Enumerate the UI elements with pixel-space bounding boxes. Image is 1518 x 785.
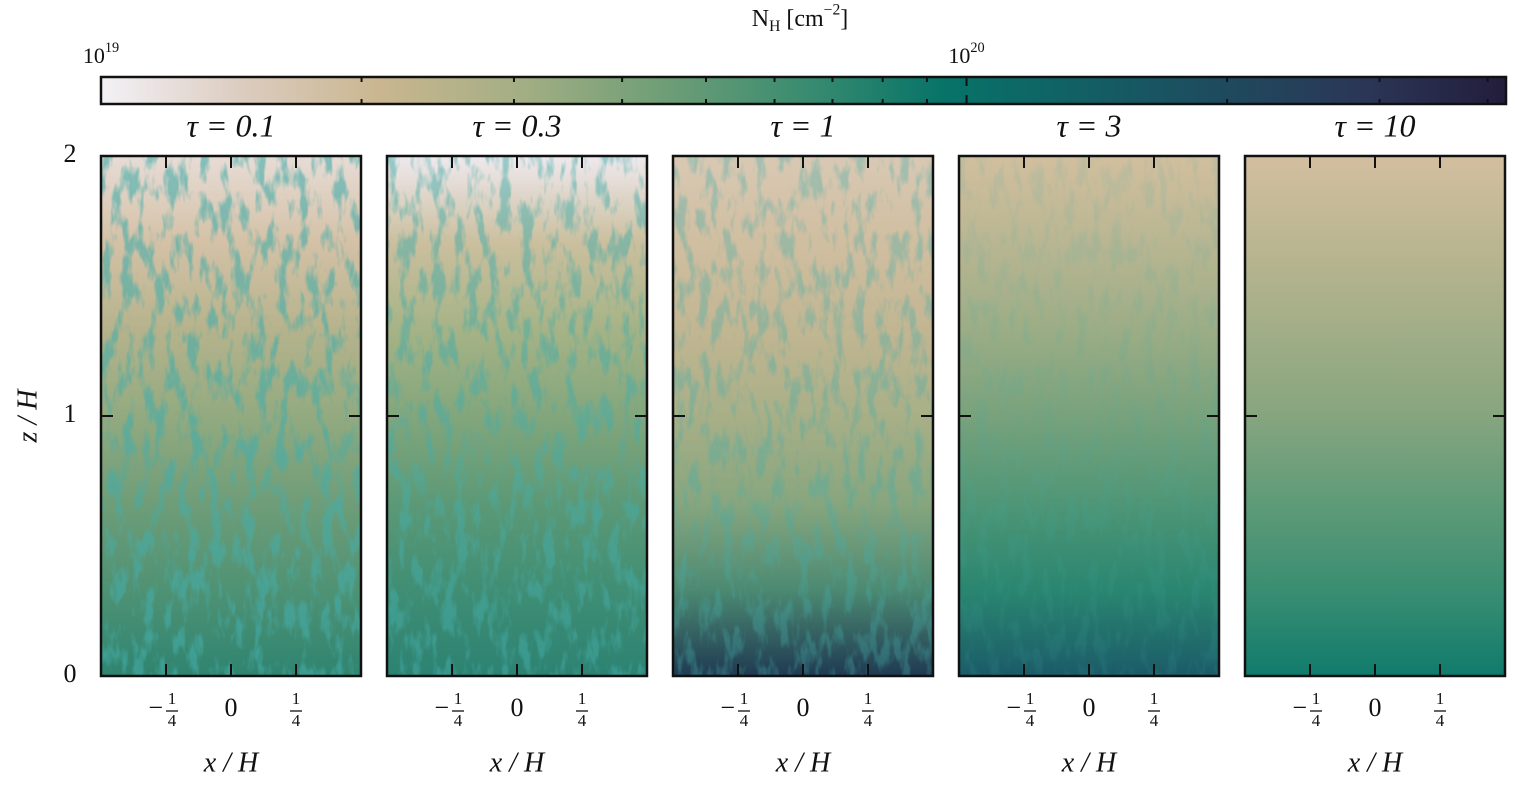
panel-title: τ = 0.3 (472, 107, 561, 143)
x-tick-label: 0 (225, 693, 238, 722)
panel-frame (385, 154, 649, 678)
heatmap-texture (959, 156, 1219, 676)
x-axis-label: x / H (489, 747, 546, 778)
x-tick-label: 0 (1083, 693, 1096, 722)
x-tick-label: 0 (797, 693, 810, 722)
heatmap-texture (101, 156, 361, 676)
x-tick-label: 0 (1369, 693, 1382, 722)
y-tick-label: 1 (64, 399, 77, 428)
x-tick-label: −1 4 (1006, 689, 1034, 730)
x-axis-label: x / H (1061, 747, 1118, 778)
colorbar (101, 77, 1506, 104)
panel-frame (99, 154, 363, 678)
x-tick-label: −1 4 (1292, 689, 1320, 730)
x-tick-label: 0 (511, 693, 524, 722)
panel-title: τ = 10 (1334, 107, 1415, 143)
x-axis-label: x / H (1347, 747, 1404, 778)
x-axis-label: x / H (203, 747, 260, 778)
y-tick-label: 0 (64, 659, 77, 688)
y-axis-label: z / H (12, 388, 43, 444)
colorbar-tick-label: 1019​ (83, 40, 119, 68)
panel-frame (671, 154, 935, 678)
panel-title: τ = 0.1 (186, 107, 275, 143)
colorbar-tick-label: 1020​ (948, 40, 984, 68)
panel-frame (1243, 154, 1507, 678)
colorbar-frame (99, 75, 1508, 106)
heatmap-texture (387, 156, 647, 676)
panel-title: τ = 3 (1056, 107, 1121, 143)
heatmap-texture (673, 156, 933, 676)
heatmap-image (1245, 156, 1505, 676)
x-axis-label: x / H (775, 747, 832, 778)
panel-title: τ = 1 (770, 107, 835, 143)
x-tick-label: −1 4 (720, 689, 748, 730)
x-tick-label: −1 4 (148, 689, 176, 730)
panel-frame (957, 154, 1221, 678)
x-tick-label: −1 4 (434, 689, 462, 730)
colorbar-label: NH​ [cm−2​] (752, 1, 849, 35)
y-tick-label: 2 (64, 139, 77, 168)
